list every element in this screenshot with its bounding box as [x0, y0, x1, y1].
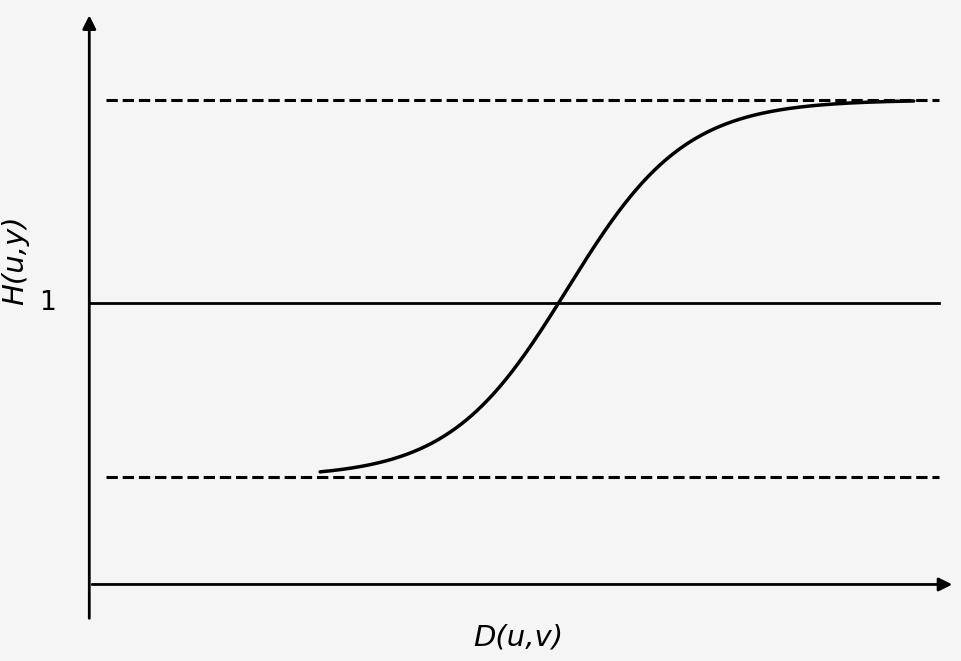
Text: H(u,y): H(u,y)	[1, 215, 29, 305]
Text: D(u,v): D(u,v)	[473, 624, 562, 652]
Text: 1: 1	[39, 290, 57, 316]
